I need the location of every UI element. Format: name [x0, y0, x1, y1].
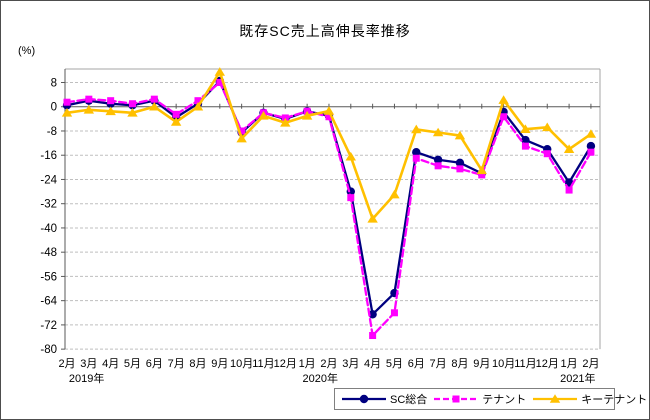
x-tick-label: 1月 — [561, 358, 578, 370]
y-tick-label: 0 — [51, 102, 57, 114]
x-tick-label: 9月 — [211, 358, 228, 370]
y-tick-label: -72 — [40, 320, 57, 332]
legend-item-key-tenant: キーテナント — [532, 391, 647, 407]
legend-label-sc-sogo: SC総合 — [390, 394, 428, 406]
year-label: 2019年 — [69, 371, 104, 385]
tenant-line-swatch-icon — [434, 395, 479, 403]
x-tick-label: 8月 — [189, 358, 206, 370]
legend-item-sc-sogo: SC総合 — [341, 391, 427, 407]
y-tick-label: -40 — [40, 223, 57, 235]
x-tick-label: 6月 — [408, 358, 425, 370]
x-tick-label: 9月 — [473, 358, 490, 370]
x-tick-label: 10月 — [492, 358, 515, 370]
x-tick-label: 5月 — [386, 358, 403, 370]
series-テナント — [63, 79, 595, 340]
chart-legend: SC総合 テナント キーテナント — [334, 388, 647, 410]
key-tenant-line-swatch-icon — [533, 394, 578, 403]
legend-item-tenant: テナント — [433, 391, 526, 407]
y-tick-label: -56 — [40, 271, 57, 283]
x-tick-label: 2月 — [320, 358, 337, 370]
year-label: 2021年 — [560, 371, 595, 385]
x-tick-label: 8月 — [451, 358, 468, 370]
x-tick-label: 4月 — [364, 358, 381, 370]
x-tick-label: 6月 — [146, 358, 163, 370]
x-tick-label: 7月 — [168, 358, 185, 370]
gridlines — [65, 68, 601, 350]
y-tick-label: -48 — [40, 247, 57, 259]
series-キーテナント — [61, 67, 597, 223]
y-tick-label: -24 — [40, 174, 57, 186]
x-tick-label: 11月 — [514, 358, 536, 370]
x-tick-label: 10月 — [230, 358, 253, 370]
legend-label-tenant: テナント — [482, 394, 527, 406]
x-tick-label: 3月 — [342, 358, 359, 370]
y-tick-label: -64 — [40, 296, 57, 308]
x-tick-label: 11月 — [252, 358, 274, 370]
y-tick-label: -16 — [40, 150, 57, 162]
x-tick-label: 5月 — [124, 358, 141, 370]
y-tick-label: 8 — [51, 78, 57, 90]
x-tick-label: 1月 — [299, 358, 316, 370]
x-tick-label: 7月 — [430, 358, 447, 370]
year-label: 2020年 — [302, 371, 337, 385]
y-axis: 8 0 -8 -16 -24 -32 -40 -48 -56 -64 -72 -80 — [40, 69, 66, 356]
x-tick-label: 2月 — [582, 358, 599, 370]
y-axis-unit-label: (%) — [18, 45, 36, 57]
chart-title: 既存SC売上高伸長率推移 — [239, 23, 411, 39]
y-tick-label: -80 — [40, 344, 57, 356]
x-tick-label: 4月 — [102, 358, 119, 370]
legend-label-key-tenant: キーテナント — [581, 394, 648, 406]
sc-sogo-line-swatch-icon — [342, 394, 386, 404]
x-tick-label: 12月 — [274, 358, 297, 370]
y-tick-label: -32 — [40, 199, 57, 211]
y-tick-label: -8 — [47, 126, 57, 138]
x-tick-label: 3月 — [80, 358, 97, 370]
x-tick-label: 2月 — [58, 358, 75, 370]
x-tick-label: 12月 — [536, 358, 559, 370]
